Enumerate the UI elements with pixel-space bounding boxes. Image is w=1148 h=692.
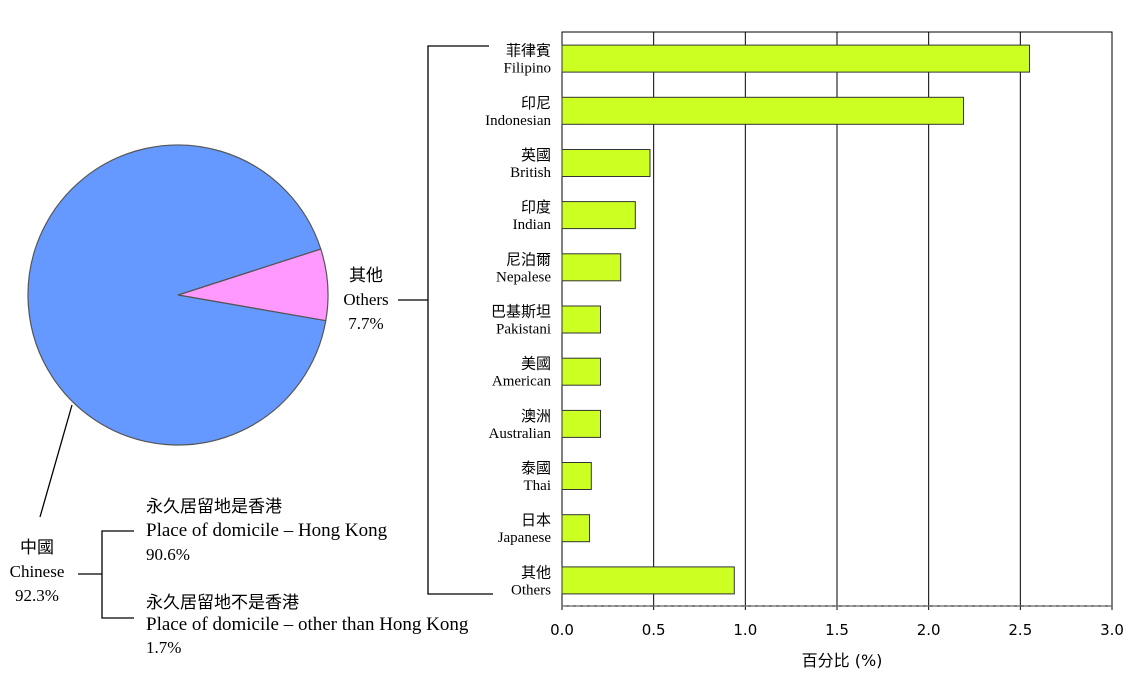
pie-slice-chinese bbox=[27, 144, 327, 446]
category-label-en: Thai bbox=[524, 478, 552, 494]
bar-thai bbox=[561, 462, 592, 490]
category-label-en: Filipino bbox=[503, 61, 551, 77]
pie-labels: 其他 Others 7.7% 中國 Chinese 92.3% 永久居留地是香港… bbox=[10, 266, 469, 657]
others-label-zh: 其他 bbox=[349, 266, 383, 285]
chinese-label-zh: 中國 bbox=[20, 538, 54, 557]
domicile-hk-label-en: Place of domicile – Hong Kong bbox=[146, 520, 388, 541]
others-label-en: Others bbox=[343, 290, 388, 309]
category-label-zh: 美國 bbox=[521, 356, 551, 373]
bar-filipino bbox=[561, 44, 1030, 73]
category-label-zh: 其他 bbox=[521, 564, 551, 581]
bar-american bbox=[561, 357, 601, 386]
category-label-en: British bbox=[510, 165, 551, 181]
category-label-zh: 印尼 bbox=[521, 95, 551, 112]
domicile-hk-value-label: 90.6% bbox=[146, 545, 190, 564]
category-label-zh: 尼泊爾 bbox=[506, 251, 551, 268]
bar-nepalese bbox=[561, 253, 622, 282]
x-tick-label: 2.0 bbox=[917, 621, 941, 639]
x-tick-label: 0.0 bbox=[550, 621, 574, 639]
connector-lines bbox=[39, 45, 493, 619]
category-label-en: Others bbox=[511, 582, 551, 598]
chinese-value-label: 92.3% bbox=[15, 586, 59, 605]
category-label-zh: 印度 bbox=[521, 199, 551, 216]
category-label-en: Pakistani bbox=[496, 322, 551, 338]
bar-british bbox=[561, 149, 651, 177]
category-label-en: Indian bbox=[513, 217, 552, 233]
x-tick-label: 2.5 bbox=[1008, 621, 1032, 639]
chinese-leader-line bbox=[39, 404, 73, 518]
bar-australian bbox=[561, 409, 601, 438]
category-label-zh: 菲律賓 bbox=[506, 42, 551, 60]
category-label-zh: 泰國 bbox=[521, 460, 551, 477]
bar-indonesian bbox=[561, 96, 964, 125]
category-label-en: Indonesian bbox=[485, 113, 551, 129]
bar-pakistani bbox=[561, 305, 601, 334]
x-tick-label: 0.5 bbox=[642, 621, 666, 639]
chinese-label-en: Chinese bbox=[10, 562, 65, 581]
bar-japanese bbox=[561, 514, 590, 543]
category-label-zh: 英國 bbox=[521, 146, 551, 164]
category-label-en: Japanese bbox=[498, 530, 552, 546]
category-label-en: American bbox=[492, 374, 552, 390]
domicile-other-value-label: 1.7% bbox=[146, 638, 181, 657]
pie-chart bbox=[27, 144, 329, 446]
others-value-label: 7.7% bbox=[348, 314, 383, 333]
bar-x-axis-label: 百分比 (%) bbox=[802, 651, 883, 670]
category-label-zh: 澳洲 bbox=[521, 408, 551, 425]
domicile-hk-label-zh: 永久居留地是香港 bbox=[146, 497, 282, 516]
category-label-zh: 巴基斯坦 bbox=[491, 304, 551, 321]
x-tick-label: 1.0 bbox=[733, 621, 757, 639]
bar-others bbox=[561, 566, 735, 595]
category-label-en: Nepalese bbox=[496, 269, 551, 285]
domicile-other-label-zh: 永久居留地不是香港 bbox=[146, 593, 299, 612]
category-label-zh: 日本 bbox=[521, 512, 551, 529]
category-label-en: Australian bbox=[489, 426, 552, 442]
x-tick-label: 1.5 bbox=[825, 621, 849, 639]
domicile-other-label-en: Place of domicile – other than Hong Kong bbox=[146, 614, 469, 635]
x-tick-label: 3.0 bbox=[1100, 621, 1124, 639]
others-bracket bbox=[398, 45, 493, 595]
bar-indian bbox=[561, 201, 636, 230]
domicile-bracket bbox=[78, 530, 134, 619]
